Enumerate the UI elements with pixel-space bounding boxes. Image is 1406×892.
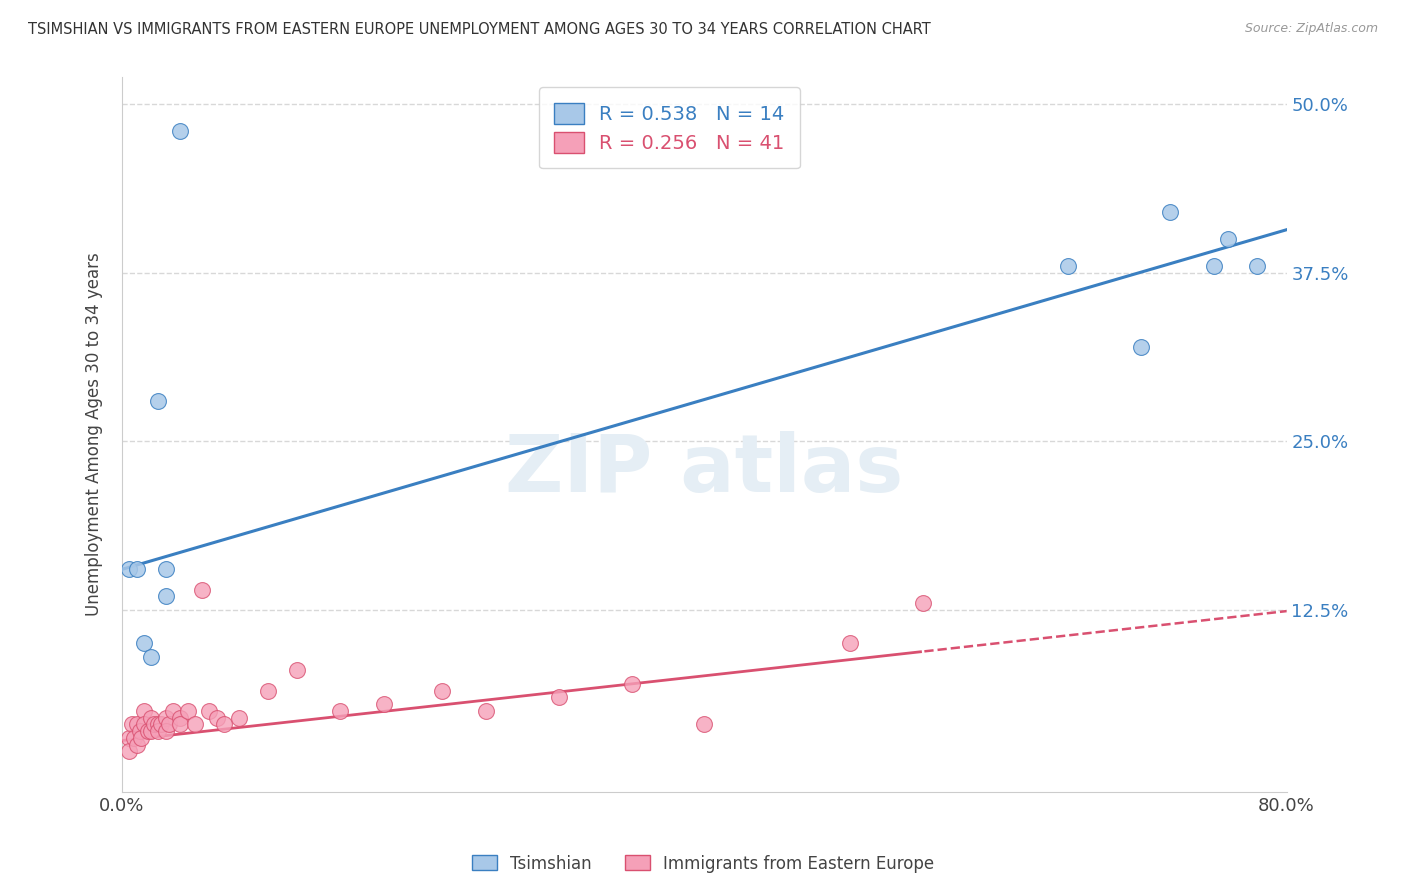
Point — [256, 683, 278, 698]
Point — [118, 731, 141, 745]
Point — [184, 717, 207, 731]
Point — [1246, 259, 1268, 273]
Point — [132, 717, 155, 731]
Text: ZIP atlas: ZIP atlas — [505, 432, 904, 509]
Point — [150, 717, 173, 731]
Point — [132, 704, 155, 718]
Point — [1159, 205, 1181, 219]
Point — [169, 124, 191, 138]
Point — [157, 717, 180, 731]
Point — [143, 717, 166, 731]
Point — [155, 710, 177, 724]
Point — [1218, 232, 1240, 246]
Point — [911, 596, 934, 610]
Point — [141, 649, 163, 664]
Point — [125, 738, 148, 752]
Point — [198, 704, 221, 718]
Legend: Tsimshian, Immigrants from Eastern Europe: Tsimshian, Immigrants from Eastern Europ… — [465, 848, 941, 880]
Point — [228, 710, 250, 724]
Point — [1130, 340, 1153, 354]
Point — [212, 717, 235, 731]
Point — [547, 690, 569, 705]
Point — [176, 704, 198, 718]
Point — [129, 731, 152, 745]
Point — [155, 589, 177, 603]
Point — [155, 562, 177, 576]
Point — [118, 562, 141, 576]
Point — [432, 683, 454, 698]
Point — [329, 704, 352, 718]
Text: Source: ZipAtlas.com: Source: ZipAtlas.com — [1244, 22, 1378, 36]
Point — [169, 710, 191, 724]
Point — [141, 724, 163, 739]
Point — [148, 724, 170, 739]
Point — [169, 717, 191, 731]
Point — [148, 393, 170, 408]
Point — [155, 724, 177, 739]
Point — [191, 582, 214, 597]
Point — [205, 710, 228, 724]
Point — [125, 717, 148, 731]
Point — [1057, 259, 1080, 273]
Point — [148, 717, 170, 731]
Legend: R = 0.538   N = 14, R = 0.256   N = 41: R = 0.538 N = 14, R = 0.256 N = 41 — [538, 87, 800, 169]
Point — [121, 717, 143, 731]
Point — [693, 717, 716, 731]
Point — [620, 677, 643, 691]
Point — [132, 636, 155, 650]
Point — [125, 562, 148, 576]
Point — [373, 697, 395, 711]
Text: TSIMSHIAN VS IMMIGRANTS FROM EASTERN EUROPE UNEMPLOYMENT AMONG AGES 30 TO 34 YEA: TSIMSHIAN VS IMMIGRANTS FROM EASTERN EUR… — [28, 22, 931, 37]
Point — [136, 724, 159, 739]
Point — [122, 731, 145, 745]
Point — [285, 664, 308, 678]
Point — [838, 636, 860, 650]
Point — [1202, 259, 1225, 273]
Y-axis label: Unemployment Among Ages 30 to 34 years: Unemployment Among Ages 30 to 34 years — [86, 252, 103, 616]
Point — [162, 704, 184, 718]
Point — [141, 710, 163, 724]
Point — [128, 724, 150, 739]
Point — [475, 704, 498, 718]
Point — [118, 744, 141, 758]
